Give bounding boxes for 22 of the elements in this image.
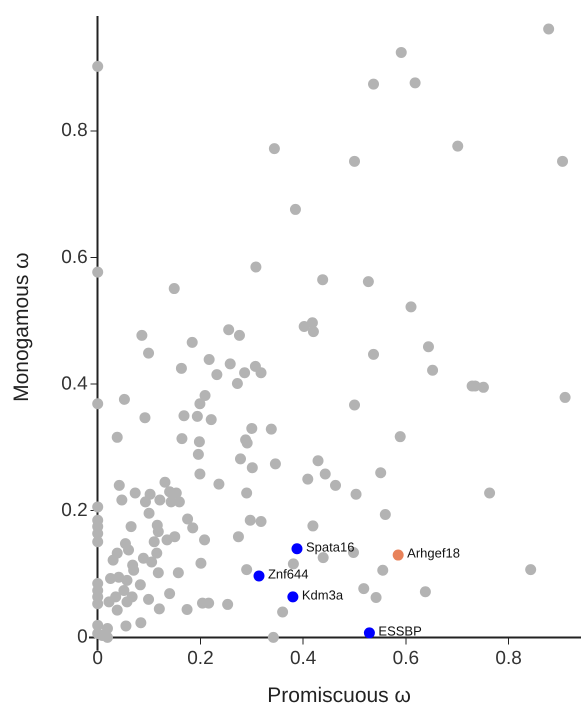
annotation: Znf644 <box>268 566 308 582</box>
point <box>364 627 375 638</box>
point <box>287 591 298 602</box>
x-tick-label: 0.4 <box>290 648 317 669</box>
x-tick-label: 0.2 <box>187 648 214 669</box>
point <box>392 550 404 561</box>
annotation: Arhgef18 <box>407 546 460 561</box>
y-tick-label: 0.8 <box>61 120 88 142</box>
y-tick-label: 0.4 <box>61 373 88 394</box>
y-tick-label: 0.2 <box>61 500 88 521</box>
x-tick-label: 0 <box>92 648 103 669</box>
annotation: Spata16 <box>306 539 354 554</box>
y-axis-title: Monogamous ω <box>10 252 33 402</box>
x-tick-label: 0.8 <box>495 648 522 669</box>
point <box>253 570 264 582</box>
annotation: Kdm3a <box>302 587 344 602</box>
annotation: ESSBP <box>378 623 422 638</box>
x-tick-label: 0.6 <box>392 648 420 669</box>
y-tick-label: 0 <box>77 626 88 648</box>
point <box>291 543 302 554</box>
x-axis-title: Promiscuous ω <box>267 684 411 707</box>
y-tick-label: 0.6 <box>61 246 88 268</box>
